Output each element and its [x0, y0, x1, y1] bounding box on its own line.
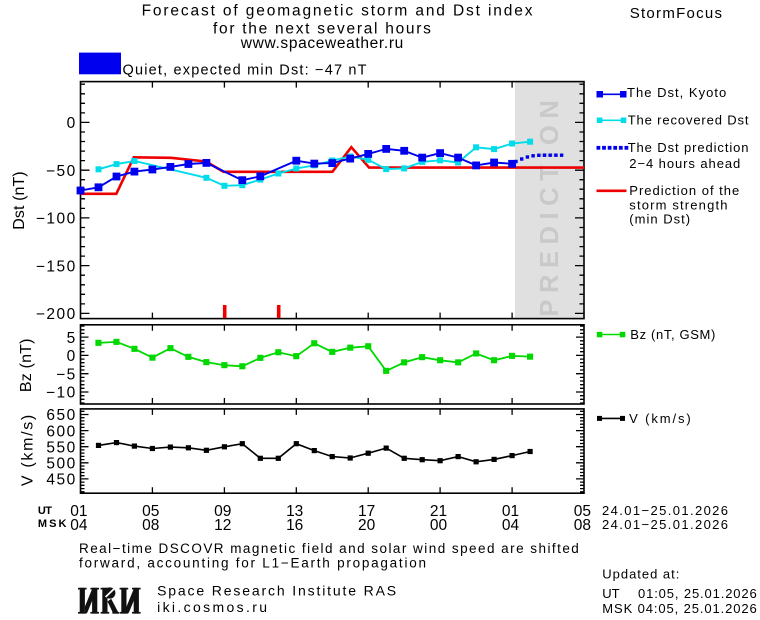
svg-text:UT: UT	[602, 586, 619, 601]
svg-text:Quiet, expected min Dst: −47 n: Quiet, expected min Dst: −47 nT	[123, 63, 368, 79]
svg-text:24.01−25.01.2026: 24.01−25.01.2026	[602, 503, 729, 518]
svg-text:Prediction of the: Prediction of the	[629, 183, 740, 198]
svg-text:05: 05	[142, 503, 159, 520]
svg-text:(min Dst): (min Dst)	[629, 212, 691, 227]
svg-text:17: 17	[358, 503, 375, 520]
svg-text:Dst (nT): Dst (nT)	[11, 171, 28, 229]
svg-text:−150: −150	[36, 258, 77, 275]
svg-text:storm strength: storm strength	[629, 198, 728, 213]
svg-text:Forecast of geomagnetic storm: Forecast of geomagnetic storm and Dst in…	[142, 2, 535, 19]
svg-text:−5: −5	[56, 366, 77, 383]
svg-text:−50: −50	[46, 163, 77, 180]
svg-text:The Dst, Kyoto: The Dst, Kyoto	[627, 85, 727, 100]
svg-text:−10: −10	[46, 385, 77, 402]
svg-text:The Dst prediction: The Dst prediction	[628, 140, 750, 155]
svg-text:05: 05	[574, 503, 591, 520]
svg-text:09: 09	[214, 503, 231, 520]
svg-text:5: 5	[67, 330, 77, 347]
svg-text:MSK 04:05, 25.01.2026: MSK 04:05, 25.01.2026	[602, 601, 757, 616]
svg-text:450: 450	[46, 472, 76, 489]
svg-text:forward, accounting for L1−Ear: forward, accounting for L1−Earth propaga…	[79, 555, 428, 570]
svg-text:StormFocus: StormFocus	[630, 5, 724, 22]
svg-text:PREDICTION: PREDICTION	[536, 94, 564, 317]
svg-text:www.spaceweather.ru: www.spaceweather.ru	[240, 35, 404, 52]
svg-text:600: 600	[46, 423, 76, 440]
svg-text:−100: −100	[36, 211, 77, 228]
svg-text:0: 0	[67, 115, 77, 132]
svg-text:20: 20	[358, 517, 376, 534]
svg-text:V (km/s): V (km/s)	[629, 411, 693, 426]
svg-text:04: 04	[502, 517, 520, 534]
svg-text:01: 01	[502, 503, 519, 520]
svg-text:2−4 hours ahead: 2−4 hours ahead	[629, 156, 741, 171]
svg-text:13: 13	[286, 503, 303, 520]
svg-text:iki.cosmos.ru: iki.cosmos.ru	[157, 599, 269, 615]
svg-text:650: 650	[46, 407, 76, 424]
svg-text:The recovered Dst: The recovered Dst	[628, 113, 750, 128]
svg-text:0: 0	[67, 348, 77, 365]
svg-text:00: 00	[430, 517, 448, 534]
svg-text:12: 12	[214, 517, 231, 534]
svg-text:24.01−25.01.2026: 24.01−25.01.2026	[602, 517, 729, 532]
svg-text:01: 01	[70, 503, 87, 520]
svg-text:Bz (nT): Bz (nT)	[18, 338, 35, 392]
svg-text:01:05, 25.01.2026: 01:05, 25.01.2026	[638, 586, 758, 601]
svg-text:UT: UT	[38, 505, 52, 517]
svg-text:−200: −200	[36, 306, 77, 323]
svg-text:Space Research Institute RAS: Space Research Institute RAS	[157, 583, 398, 599]
svg-text:V (km/s): V (km/s)	[20, 413, 37, 486]
svg-text:Real−time DSCOVR magnetic fiel: Real−time DSCOVR magnetic field and sola…	[79, 541, 580, 556]
svg-text:Bz (nT, GSM): Bz (nT, GSM)	[630, 327, 716, 342]
svg-text:550: 550	[46, 439, 76, 456]
svg-text:16: 16	[286, 517, 303, 534]
svg-text:for the next several hours: for the next several hours	[213, 21, 433, 38]
svg-text:04: 04	[70, 517, 88, 534]
svg-text:08: 08	[142, 517, 159, 534]
svg-text:21: 21	[430, 503, 447, 520]
svg-text:Updated at:: Updated at:	[602, 567, 680, 582]
svg-text:500: 500	[46, 456, 76, 473]
svg-text:MSK: MSK	[38, 518, 69, 530]
svg-text:08: 08	[574, 517, 591, 534]
